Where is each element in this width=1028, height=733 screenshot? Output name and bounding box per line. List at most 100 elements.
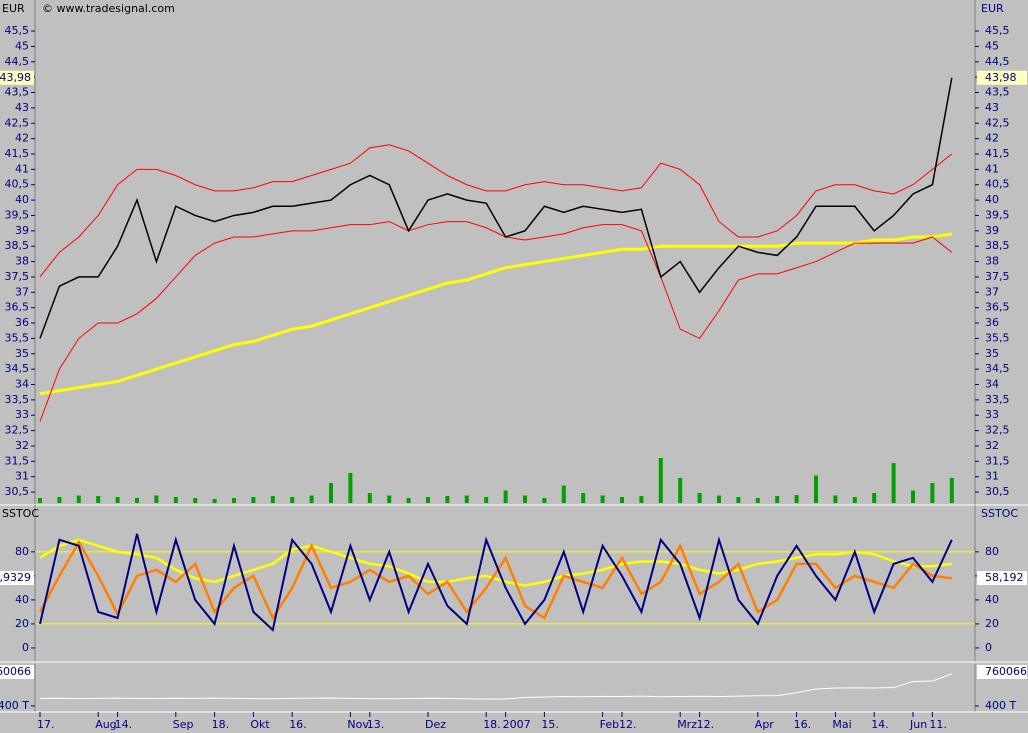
series-line — [39, 673, 952, 700]
y-tick-label: 43 — [985, 101, 999, 114]
axis-label: SSTOC — [2, 507, 39, 520]
y-tick-label: 37 — [15, 285, 29, 298]
series-line — [39, 232, 953, 396]
volume-bar — [600, 495, 605, 503]
volume-bar — [794, 495, 799, 503]
series-line — [39, 144, 953, 278]
y-tick-label: 40 — [985, 193, 999, 206]
y-tick-label: 33,5 — [5, 393, 30, 406]
series-line — [39, 538, 952, 587]
y-tick-label: 34 — [985, 378, 999, 391]
y-tick-label: 36,5 — [985, 301, 1010, 314]
x-tick-label: Mrz — [677, 718, 697, 731]
volume-bar — [406, 498, 411, 503]
y-tick-label: 41 — [15, 162, 29, 175]
volume-bar — [775, 496, 780, 503]
x-tick-label: 14. — [871, 718, 889, 731]
x-tick-label: Feb — [600, 718, 619, 731]
volume-bar — [76, 495, 81, 503]
volume-bar — [367, 493, 372, 503]
volume-bar — [154, 495, 159, 503]
x-tick-label: 16. — [794, 718, 812, 731]
y-tick-label: 34,5 — [985, 362, 1010, 375]
volume-bar — [930, 483, 935, 503]
y-tick-label: 38 — [15, 255, 29, 268]
y-tick-label: 45,5 — [985, 24, 1010, 37]
volume-bar — [387, 495, 392, 503]
y-tick-label: 43 — [15, 101, 29, 114]
y-tick-label: 44,5 — [985, 55, 1010, 68]
volume-bar — [891, 463, 896, 503]
volume-bar — [445, 496, 450, 503]
volume-bar — [212, 499, 217, 503]
y-tick-label: 20 — [15, 617, 29, 630]
volume-bar — [658, 458, 663, 503]
y-tick-label: 80 — [985, 545, 999, 558]
volume-bar — [949, 478, 954, 503]
y-tick-label: 39 — [15, 224, 29, 237]
y-tick-label: 36 — [15, 316, 29, 329]
volume-bar — [911, 490, 915, 503]
volume-bar — [426, 497, 430, 503]
y-tick-label: 38,5 — [5, 239, 30, 252]
volume-bar — [115, 497, 120, 503]
series-line — [39, 77, 953, 339]
y-tick-label: 33 — [985, 408, 999, 421]
last-tag — [977, 70, 1027, 85]
last-tag — [0, 665, 34, 680]
x-tick-label: Mai — [832, 718, 851, 731]
y-tick-label: 39 — [985, 224, 999, 237]
y-tick-label: 30,5 — [985, 485, 1010, 498]
y-tick-label: 31 — [15, 470, 29, 483]
y-tick-label: 39,5 — [985, 208, 1010, 221]
y-tick-label: 43,5 — [985, 86, 1010, 99]
y-tick-label: 35 — [15, 347, 29, 360]
volume-bar — [523, 495, 527, 503]
x-tick-label: Aug — [95, 718, 116, 731]
volume-bar — [464, 495, 469, 503]
y-tick-label: 33,5 — [985, 393, 1010, 406]
y-tick-label: 31,5 — [5, 454, 30, 467]
y-tick-label: 40 — [15, 593, 29, 606]
volume-bar — [542, 498, 547, 503]
y-tick-label: 32 — [15, 439, 29, 452]
axis-label: SSTOC — [981, 507, 1018, 520]
volume-bar — [329, 483, 333, 503]
y-tick-label: 31 — [985, 470, 999, 483]
y-tick-label: 20 — [985, 617, 999, 630]
y-tick-label: 42,5 — [5, 116, 30, 129]
y-tick-label: 33 — [15, 408, 29, 421]
y-tick-label: 30,5 — [5, 485, 30, 498]
last-tag — [0, 70, 34, 85]
volume-bar — [581, 493, 586, 503]
volume-bar — [484, 497, 489, 503]
y-tick-label: 37,5 — [5, 270, 30, 283]
y-tick-label: 45 — [15, 39, 29, 52]
y-tick-label: 32,5 — [5, 424, 30, 437]
y-tick-label: 45,5 — [5, 24, 30, 37]
y-tick-label: 40 — [985, 593, 999, 606]
last-tag — [977, 665, 1027, 680]
x-tick-label: 16. — [289, 718, 307, 731]
y-tick-label: 34 — [15, 378, 29, 391]
y-tick-label: 400 T — [0, 699, 29, 712]
x-tick-label: Nov — [347, 718, 369, 731]
volume-bar — [309, 495, 314, 503]
volume-bar — [852, 497, 857, 503]
y-tick-label: 35 — [985, 347, 999, 360]
volume-bar — [814, 475, 818, 503]
y-tick-label: 35,5 — [985, 331, 1010, 344]
y-tick-label: 45 — [985, 39, 999, 52]
y-tick-label: 41,5 — [5, 147, 30, 160]
x-tick-label: 12. — [697, 718, 715, 731]
x-tick-label: 15. — [541, 718, 559, 731]
last-tag-label: 760066 — [0, 665, 31, 678]
y-tick-label: 41,5 — [985, 147, 1010, 160]
volume-bar — [755, 498, 760, 503]
y-tick-label: 42 — [985, 132, 999, 145]
last-tag-label: ,9329 — [0, 571, 31, 584]
volume-bar — [232, 498, 236, 503]
y-tick-label: 40,5 — [985, 178, 1010, 191]
y-tick-label: 31,5 — [985, 454, 1010, 467]
